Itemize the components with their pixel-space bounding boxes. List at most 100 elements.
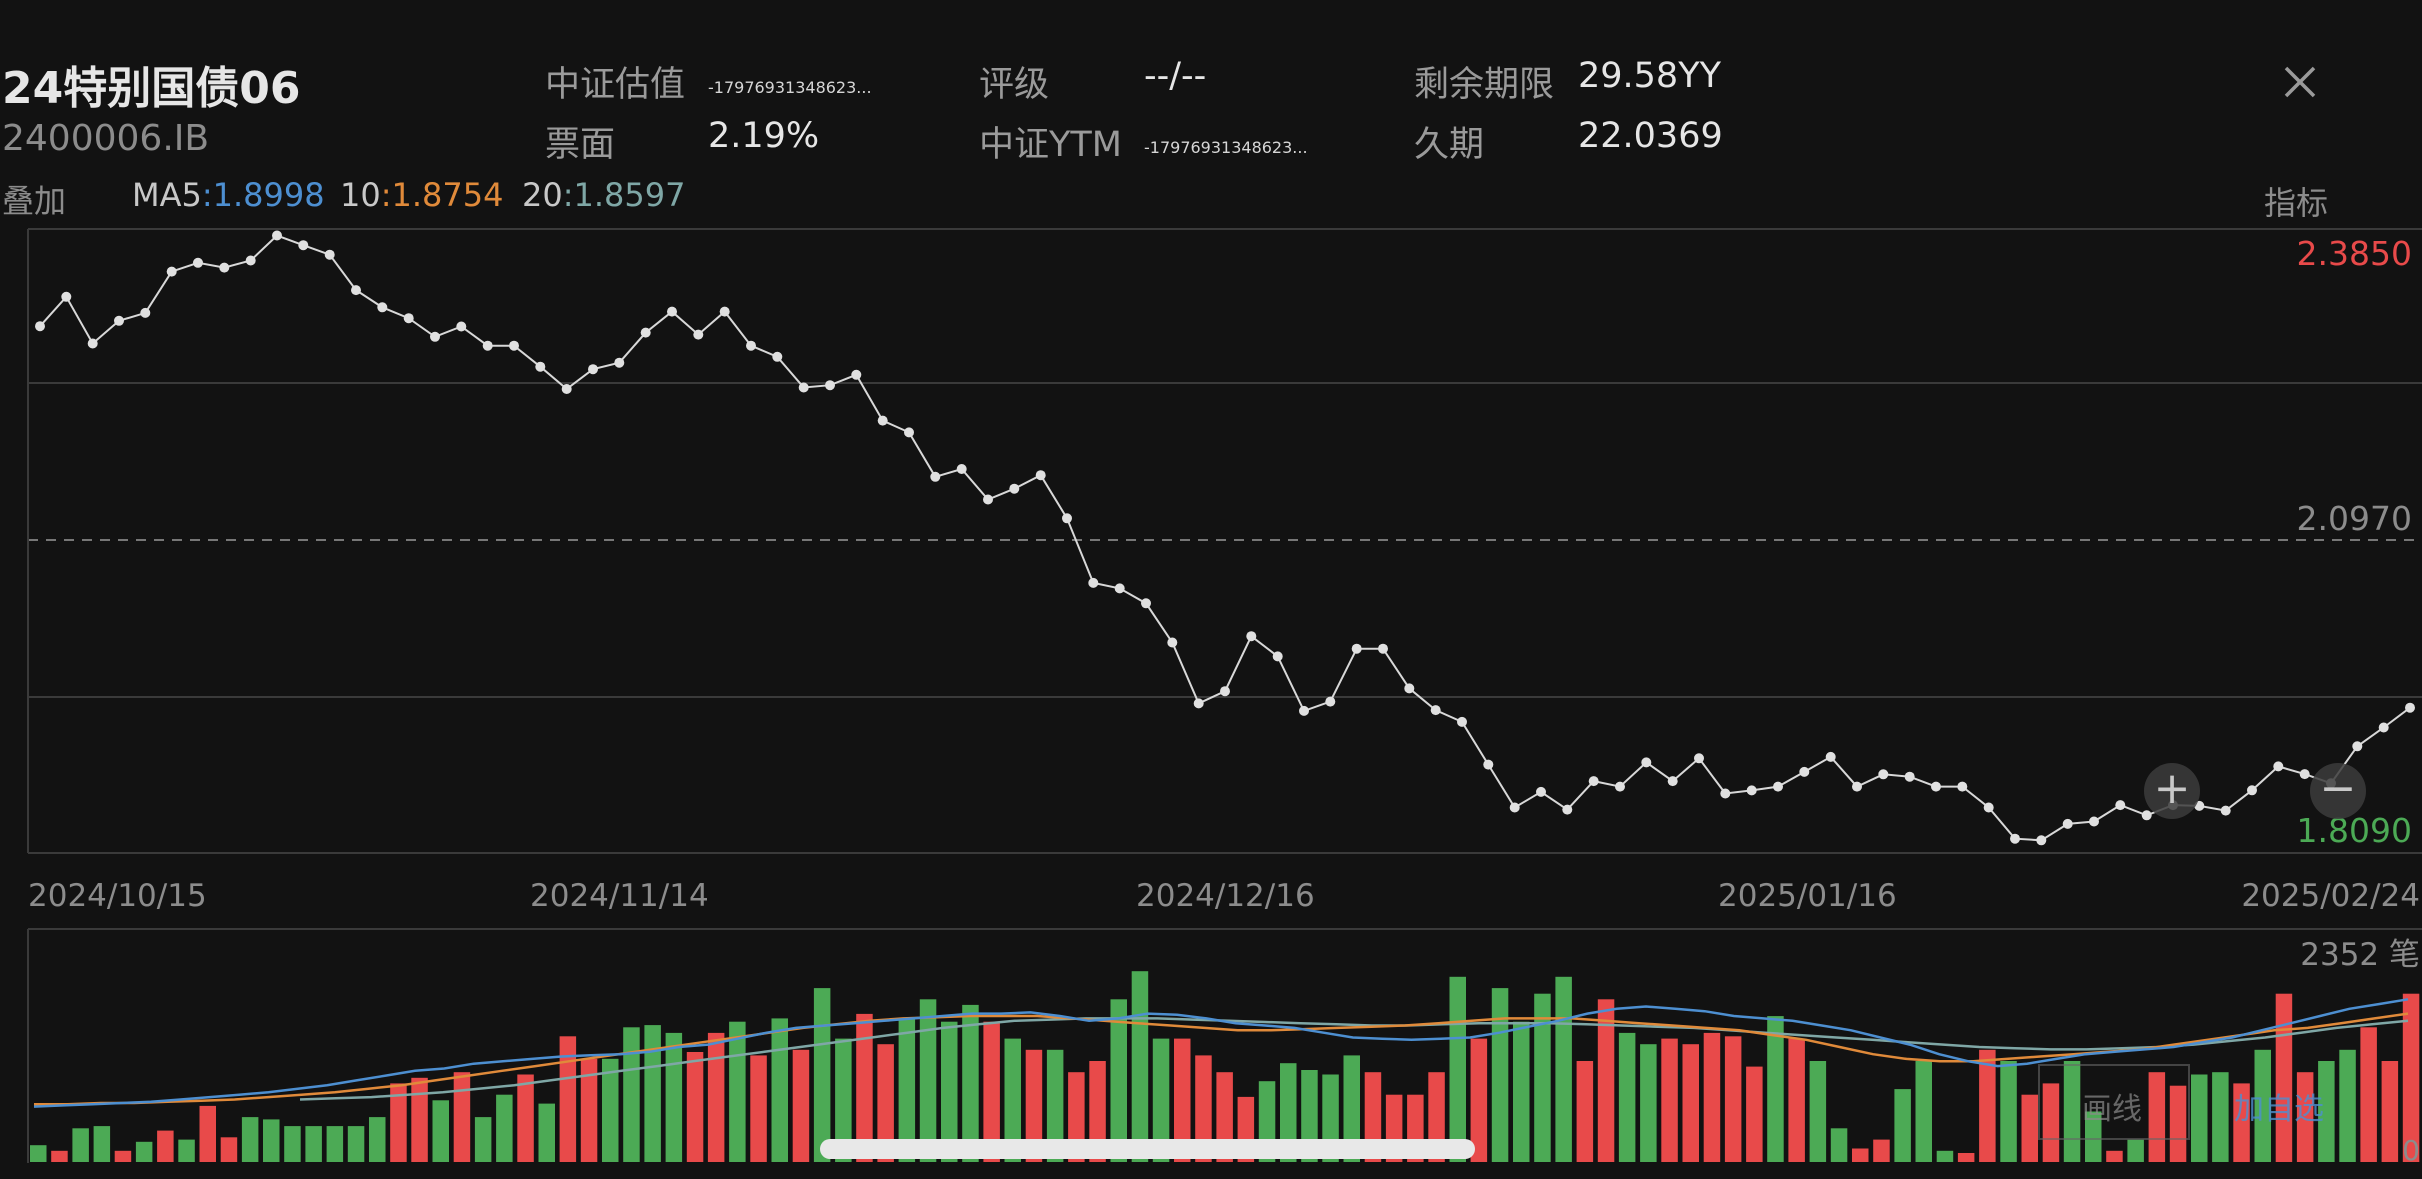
price-point <box>272 230 282 241</box>
chart-scrollbar[interactable] <box>820 1139 1475 1159</box>
ma5-legend: MA5:1.8998 <box>132 176 325 214</box>
price-point <box>2352 741 2363 752</box>
volume-bar <box>2296 1072 2314 1162</box>
price-point <box>1667 776 1678 787</box>
price-point <box>904 427 914 438</box>
price-point <box>588 364 598 375</box>
rating-label: 评级 <box>979 65 1050 105</box>
volume-bar <box>2360 1027 2377 1162</box>
volume-bar <box>432 1100 449 1162</box>
volume-bar <box>1195 1055 1212 1162</box>
volume-bar <box>2254 1049 2271 1162</box>
volume-bar <box>2000 1061 2017 1162</box>
remaining-term-value: 29.58YY <box>1578 56 1721 96</box>
overlay-button[interactable]: 叠加 <box>2 182 67 220</box>
volume-bar <box>220 1137 238 1162</box>
csi-valuation-value: -17976931348623... <box>708 78 872 97</box>
volume-bar <box>2085 1111 2102 1162</box>
volume-bar <box>1280 1063 1297 1162</box>
volume-bar <box>941 1021 958 1162</box>
price-point <box>2115 800 2126 811</box>
volume-bar <box>2042 1083 2060 1162</box>
price-point <box>1141 598 1151 609</box>
y-low-label: 1.8090 <box>2297 811 2412 850</box>
volume-bar <box>1470 1038 1488 1162</box>
volume-bar <box>1491 988 1509 1162</box>
volume-bar <box>2021 1094 2038 1162</box>
price-point <box>1114 583 1125 594</box>
indicator-button[interactable]: 指标 <box>2264 184 2329 222</box>
ma20-legend: 20:1.8597 <box>522 176 685 214</box>
price-point <box>1088 577 1099 588</box>
volume-bar <box>602 1058 619 1162</box>
volume-bar <box>1724 1036 1742 1162</box>
price-point <box>1694 753 1704 764</box>
volume-bar <box>1788 1038 1805 1162</box>
volume-bar <box>919 999 937 1162</box>
price-point <box>851 369 862 380</box>
price-point <box>1641 757 1652 768</box>
volume-bar <box>2381 1061 2399 1162</box>
volume-bar <box>983 1021 1000 1162</box>
ma5-sep: : <box>201 176 213 214</box>
add-watchlist-button[interactable]: 加自选 <box>2234 1092 2324 1127</box>
csi-ytm-label: 中证YTM <box>979 125 1122 165</box>
bond-code: 2400006.IB <box>2 118 210 159</box>
volume-bar <box>1513 1021 1530 1162</box>
draw-line-button[interactable]: 画线 <box>2082 1092 2142 1127</box>
volume-bar <box>1131 971 1149 1162</box>
volume-bar <box>771 1018 788 1162</box>
ma10-sep: : <box>380 176 392 214</box>
x-tick-label: 2024/11/14 <box>530 878 709 914</box>
price-point <box>772 351 783 362</box>
price-point <box>1299 705 1309 716</box>
zoom-out-button[interactable]: − <box>2310 763 2366 819</box>
volume-bar <box>2169 1085 2187 1162</box>
volume-bar <box>1025 1049 1043 1162</box>
ma10-legend: 10:1.8754 <box>340 176 503 214</box>
volume-bar <box>2233 1083 2250 1162</box>
price-point <box>2299 769 2310 780</box>
volume-bar <box>2275 993 2293 1162</box>
volume-bar <box>686 1052 704 1162</box>
price-point <box>219 262 230 273</box>
price-point <box>1167 637 1178 648</box>
rating-value: --/-- <box>1144 56 1207 96</box>
price-point <box>1430 705 1441 716</box>
volume-bar <box>1746 1066 1763 1162</box>
price-point <box>1536 786 1546 797</box>
zoom-in-button[interactable]: + <box>2144 763 2200 819</box>
ma20-sep: : <box>562 176 574 214</box>
volume-bar <box>347 1126 365 1162</box>
volume-bar <box>1618 1032 1636 1162</box>
volume-ma20-line <box>299 1017 2409 1101</box>
volume-bar <box>580 1058 598 1162</box>
price-point <box>1220 686 1230 697</box>
price-point <box>825 380 835 391</box>
volume-bar <box>898 1018 916 1162</box>
price-point <box>1035 470 1046 481</box>
volume-bar <box>369 1117 386 1162</box>
volume-bar <box>1555 976 1572 1162</box>
price-point <box>1825 751 1836 762</box>
price-point <box>430 331 440 342</box>
volume-bar <box>2402 993 2420 1162</box>
volume-bar <box>1110 999 1127 1162</box>
draw-line-frame <box>2038 1064 2190 1140</box>
volume-bar <box>453 1072 471 1162</box>
volume-bar <box>750 1055 767 1162</box>
y-high-label: 2.3850 <box>2297 234 2412 273</box>
volume-bar <box>51 1150 68 1162</box>
volume-bar <box>199 1105 216 1162</box>
price-point <box>2220 805 2231 816</box>
price-point <box>114 315 124 326</box>
close-icon[interactable] <box>2276 58 2324 106</box>
price-point <box>87 338 98 349</box>
volume-bar <box>1957 1153 1975 1162</box>
volume-bar <box>305 1126 322 1162</box>
volume-bar <box>1089 1061 1106 1162</box>
volume-bar <box>856 1013 873 1162</box>
price-point <box>1272 651 1283 662</box>
duration-value: 22.0369 <box>1578 116 1723 156</box>
